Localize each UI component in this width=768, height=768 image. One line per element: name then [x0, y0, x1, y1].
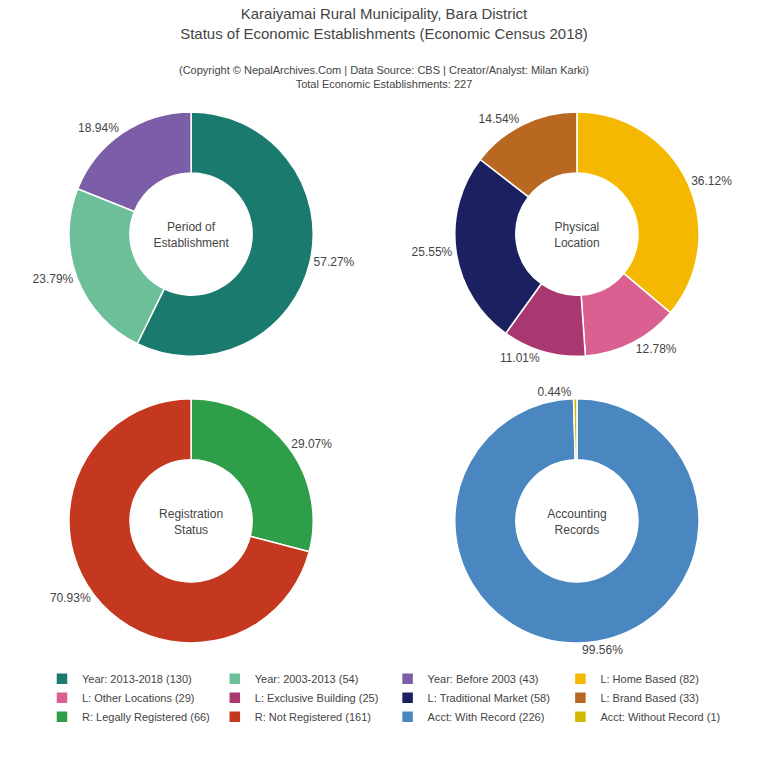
- svg-text:L: Home Based (82): L: Home Based (82): [600, 673, 698, 685]
- svg-text:Karaiyamai Rural Municipality,: Karaiyamai Rural Municipality, Bara Dist…: [180, 5, 588, 42]
- svg-text:L: Traditional Market (58): L: Traditional Market (58): [428, 692, 550, 704]
- svg-text:PhysicalLocation: PhysicalLocation: [554, 220, 599, 250]
- svg-text:25.55%: 25.55%: [412, 245, 453, 259]
- svg-text:Year: Before 2003 (43): Year: Before 2003 (43): [428, 673, 539, 685]
- svg-text:AccountingRecords: AccountingRecords: [547, 507, 606, 537]
- svg-text:Year: 2013-2018 (130): Year: 2013-2018 (130): [82, 673, 192, 685]
- svg-text:Acct: Without Record (1): Acct: Without Record (1): [600, 711, 720, 723]
- svg-text:L: Brand Based (33): L: Brand Based (33): [600, 692, 698, 704]
- svg-text:RegistrationStatus: RegistrationStatus: [159, 507, 223, 537]
- svg-text:36.12%: 36.12%: [691, 174, 732, 188]
- svg-text:29.07%: 29.07%: [291, 437, 332, 451]
- svg-text:Acct: With Record (226): Acct: With Record (226): [428, 711, 545, 723]
- svg-text:R: Legally Registered (66): R: Legally Registered (66): [82, 711, 210, 723]
- svg-text:Year: 2003-2013 (54): Year: 2003-2013 (54): [255, 673, 359, 685]
- svg-text:Period ofEstablishment: Period ofEstablishment: [153, 220, 229, 250]
- svg-text:14.54%: 14.54%: [479, 112, 520, 126]
- svg-text:99.56%: 99.56%: [582, 643, 623, 657]
- svg-text:L: Other Locations (29): L: Other Locations (29): [82, 692, 195, 704]
- svg-text:23.79%: 23.79%: [33, 272, 74, 286]
- svg-text:18.94%: 18.94%: [78, 121, 119, 135]
- svg-text:(Copyright © NepalArchives.Com: (Copyright © NepalArchives.Com | Data So…: [179, 64, 589, 90]
- svg-text:57.27%: 57.27%: [314, 255, 355, 269]
- svg-text:R: Not Registered (161): R: Not Registered (161): [255, 711, 371, 723]
- svg-text:12.78%: 12.78%: [636, 342, 677, 356]
- svg-text:0.44%: 0.44%: [537, 385, 571, 399]
- svg-text:70.93%: 70.93%: [50, 591, 91, 605]
- svg-text:L: Exclusive Building (25): L: Exclusive Building (25): [255, 692, 379, 704]
- svg-text:11.01%: 11.01%: [500, 351, 540, 365]
